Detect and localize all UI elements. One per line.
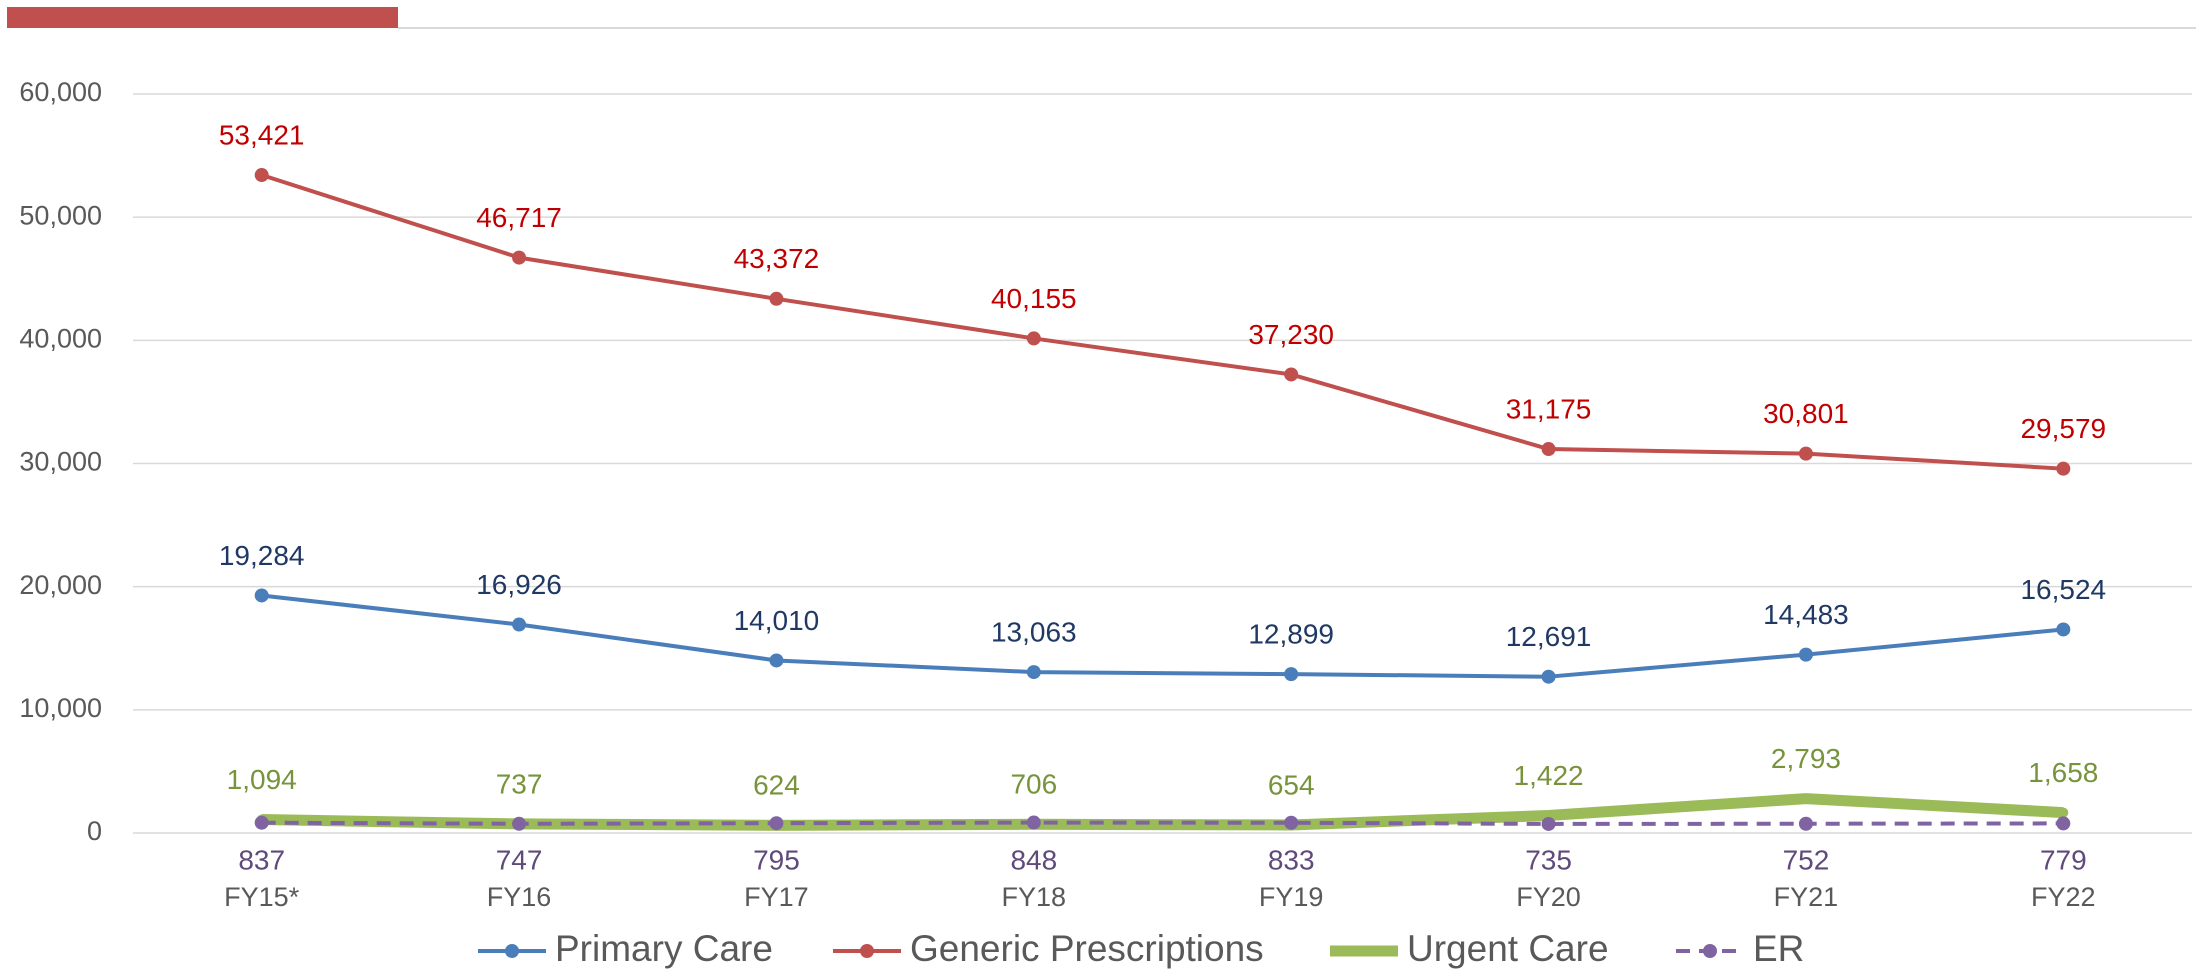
x-tick-label: FY18 xyxy=(1002,882,1067,912)
point xyxy=(512,250,527,265)
point xyxy=(1026,815,1041,830)
point xyxy=(1026,665,1041,680)
data-label: 747 xyxy=(496,844,543,875)
x-tick-label: FY17 xyxy=(744,882,809,912)
point xyxy=(254,588,269,603)
data-label: 19,284 xyxy=(219,540,305,571)
y-tick-label: 60,000 xyxy=(19,77,102,107)
data-label: 14,483 xyxy=(1763,599,1849,630)
point xyxy=(769,816,784,831)
data-label: 43,372 xyxy=(734,243,820,274)
point xyxy=(1284,667,1299,682)
point xyxy=(1800,793,1811,804)
point xyxy=(1541,442,1556,457)
legend-marker xyxy=(1359,946,1369,956)
series-line xyxy=(261,593,2064,679)
legend-label: Generic Prescriptions xyxy=(910,928,1264,969)
point xyxy=(254,815,269,830)
data-label: 12,899 xyxy=(1248,619,1334,650)
y-tick-label: 30,000 xyxy=(19,447,102,477)
data-label: 40,155 xyxy=(991,283,1077,314)
legend-marker xyxy=(505,944,519,958)
data-label: 1,658 xyxy=(2028,757,2098,788)
data-label: 833 xyxy=(1268,844,1315,875)
y-tick-label: 10,000 xyxy=(19,693,102,723)
data-label: 37,230 xyxy=(1248,319,1334,350)
data-label: 848 xyxy=(1010,844,1057,875)
point xyxy=(2058,807,2069,818)
point xyxy=(1026,331,1041,346)
x-tick-label: FY16 xyxy=(487,882,552,912)
data-label: 12,691 xyxy=(1506,621,1592,652)
y-tick-label: 20,000 xyxy=(19,570,102,600)
data-label: 1,422 xyxy=(1514,760,1584,791)
point xyxy=(512,816,527,831)
series-line xyxy=(261,820,2064,826)
data-label: 53,421 xyxy=(219,119,305,150)
point xyxy=(769,291,784,306)
point xyxy=(2056,622,2071,637)
x-tick-label: FY15* xyxy=(224,882,300,912)
point xyxy=(1798,816,1813,831)
data-label: 735 xyxy=(1525,844,1572,875)
data-label: 14,010 xyxy=(734,605,820,636)
y-tick-label: 40,000 xyxy=(19,323,102,353)
legend-label: Primary Care xyxy=(555,928,773,969)
legend-label: ER xyxy=(1753,928,1804,969)
header-bar xyxy=(7,7,398,28)
legend-marker xyxy=(1703,944,1717,958)
series-line xyxy=(261,173,2064,471)
point xyxy=(1798,446,1813,461)
x-tick-label: FY19 xyxy=(1259,882,1324,912)
point xyxy=(1284,367,1299,382)
data-label: 779 xyxy=(2040,844,2087,875)
point xyxy=(1541,816,1556,831)
data-label: 654 xyxy=(1268,769,1315,800)
data-label: 16,926 xyxy=(476,569,562,600)
x-tick-label: FY22 xyxy=(2031,882,2096,912)
legend-label: Urgent Care xyxy=(1407,928,1609,969)
data-label: 706 xyxy=(1010,769,1057,800)
data-label: 837 xyxy=(238,844,285,875)
point xyxy=(1798,647,1813,662)
point xyxy=(2056,461,2071,476)
point xyxy=(1541,669,1556,684)
point xyxy=(2056,816,2071,831)
data-label: 31,175 xyxy=(1506,393,1592,424)
data-label: 29,579 xyxy=(2020,413,2106,444)
data-label: 737 xyxy=(496,768,543,799)
point xyxy=(1284,815,1299,830)
data-label: 46,717 xyxy=(476,202,562,233)
data-label: 2,793 xyxy=(1771,743,1841,774)
legend-marker xyxy=(860,944,874,958)
data-label: 30,801 xyxy=(1763,398,1849,429)
point xyxy=(254,168,269,183)
point xyxy=(769,653,784,668)
data-label: 13,063 xyxy=(991,616,1077,647)
y-tick-label: 50,000 xyxy=(19,200,102,230)
x-tick-label: FY20 xyxy=(1516,882,1581,912)
point xyxy=(512,617,527,632)
data-label: 624 xyxy=(753,770,800,801)
data-label: 1,094 xyxy=(227,764,297,795)
data-label: 16,524 xyxy=(2020,574,2106,605)
y-tick-label: 0 xyxy=(87,816,102,846)
data-label: 752 xyxy=(1783,844,1830,875)
x-tick-label: FY21 xyxy=(1774,882,1839,912)
data-label: 795 xyxy=(753,844,800,875)
